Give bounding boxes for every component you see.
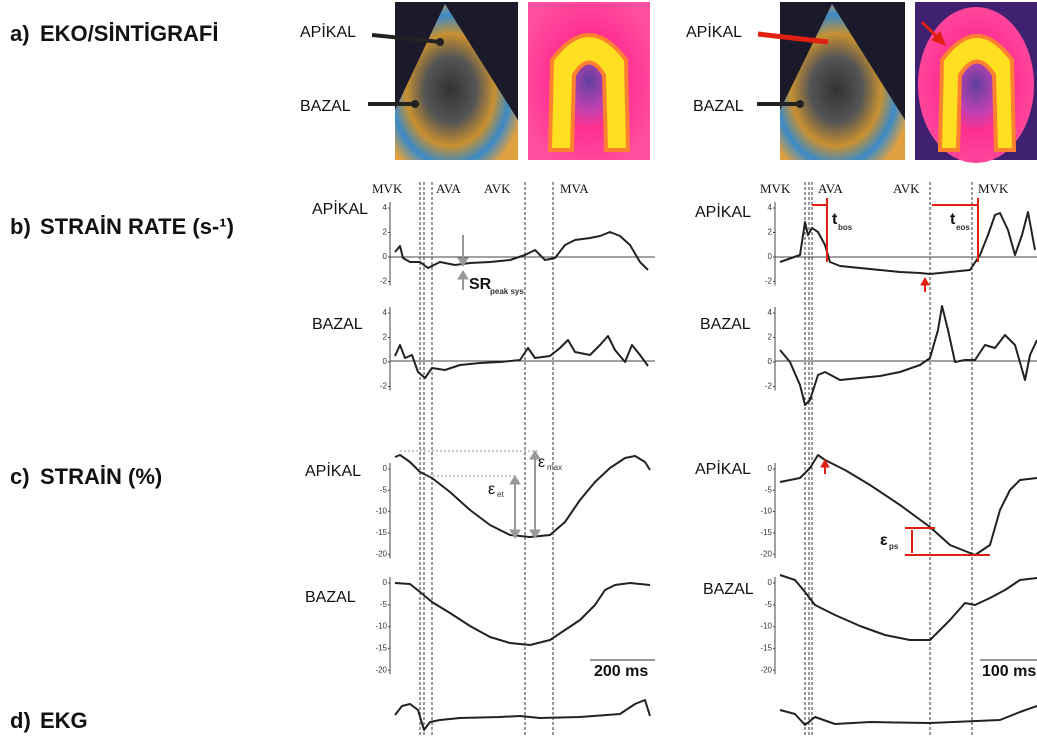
- image-label: BAZAL: [300, 98, 351, 115]
- row-label: BAZAL: [312, 316, 363, 333]
- annotation-sub: ps: [889, 542, 899, 551]
- tick-label: -5: [765, 600, 773, 609]
- tick-label: 0: [383, 578, 388, 587]
- row-label: BAZAL: [700, 316, 751, 333]
- event-label: AVK: [893, 181, 920, 196]
- event-lines: [420, 182, 972, 735]
- echo-image: [780, 2, 905, 160]
- tick-label: 0: [768, 357, 773, 366]
- tick-label: -15: [760, 528, 772, 537]
- event-label: MVA: [560, 181, 589, 196]
- tick-label: -10: [760, 622, 772, 631]
- tick-label: -2: [380, 277, 388, 286]
- annotation-sub: eos: [956, 223, 970, 232]
- tick-label: 0: [383, 464, 388, 473]
- tick-label: 0: [768, 578, 773, 587]
- event-label: MVK: [372, 181, 403, 196]
- annotation-sub: bos: [838, 223, 853, 232]
- row-label: APİKAL: [695, 459, 751, 478]
- panel-title: EKO/SİNTİGRAFİ: [40, 21, 218, 46]
- tick-label: -5: [380, 485, 388, 494]
- tick-label: 0: [768, 252, 773, 261]
- tick-label: -5: [765, 485, 773, 494]
- panel-letter: c): [10, 464, 30, 489]
- annotation-sub: peak sys: [490, 287, 524, 296]
- panel-title: EKG: [40, 708, 88, 733]
- row-label: BAZAL: [305, 589, 356, 606]
- tick-label: 0: [383, 252, 388, 261]
- panel-title: STRAİN (%): [40, 464, 162, 489]
- tick-label: -2: [380, 382, 388, 391]
- scintigraphy-image: [528, 2, 650, 160]
- row-label: APİKAL: [695, 202, 751, 221]
- tick-label: -10: [760, 507, 772, 516]
- tick-label: -20: [760, 549, 772, 558]
- annotation: SR: [469, 276, 492, 293]
- panel-title: STRAİN RATE (s-¹): [40, 214, 234, 239]
- row-label: APİKAL: [305, 461, 361, 480]
- tick-label: -15: [375, 644, 387, 653]
- tick-label: 4: [383, 203, 388, 212]
- tick-label: -20: [760, 665, 772, 674]
- image-label: APİKAL: [300, 22, 356, 41]
- annotation: ε: [538, 454, 545, 471]
- tick-label: 2: [383, 228, 388, 237]
- tick-label: 4: [768, 203, 773, 212]
- tick-label: -20: [375, 549, 387, 558]
- echo-image: [395, 2, 518, 160]
- tick-label: 4: [768, 308, 773, 317]
- annotation-marks: [400, 198, 990, 555]
- event-label: AVA: [436, 181, 461, 196]
- row-label: BAZAL: [703, 581, 754, 598]
- tick-label: 2: [383, 333, 388, 342]
- tick-label: 2: [768, 228, 773, 237]
- tick-label: -15: [760, 644, 772, 653]
- tick-label: -2: [765, 382, 773, 391]
- image-label: APİKAL: [686, 22, 742, 41]
- figure: a) EKO/SİNTİGRAFİ b) STRAİN RATE (s-¹) c) STR…: [0, 0, 1037, 742]
- tick-label: -2: [765, 277, 773, 286]
- annotation: ε: [880, 532, 888, 549]
- tick-label: -5: [380, 600, 388, 609]
- tick-label: -10: [375, 507, 387, 516]
- tick-label: 0: [383, 357, 388, 366]
- tick-label: -20: [375, 665, 387, 674]
- row-label: APİKAL: [312, 199, 368, 218]
- image-label: BAZAL: [693, 98, 744, 115]
- panel-letter: b): [10, 214, 31, 239]
- scintigraphy-image: [915, 2, 1037, 163]
- tick-label: -15: [375, 528, 387, 537]
- event-label: AVA: [818, 181, 843, 196]
- scale-label: 200 ms: [594, 663, 648, 680]
- tick-label: 0: [768, 464, 773, 473]
- annotation: ε: [488, 481, 495, 498]
- annotation-sub: et: [497, 490, 504, 499]
- scale-label: 100 ms: [982, 663, 1036, 680]
- event-label: MVK: [978, 181, 1009, 196]
- panel-letter: d): [10, 708, 31, 733]
- tick-label: 4: [383, 308, 388, 317]
- annotation-sub: max: [547, 463, 562, 472]
- event-label: AVK: [484, 181, 511, 196]
- tick-label: 2: [768, 333, 773, 342]
- panel-letter: a): [10, 21, 30, 46]
- event-label: MVK: [760, 181, 791, 196]
- tick-label: -10: [375, 622, 387, 631]
